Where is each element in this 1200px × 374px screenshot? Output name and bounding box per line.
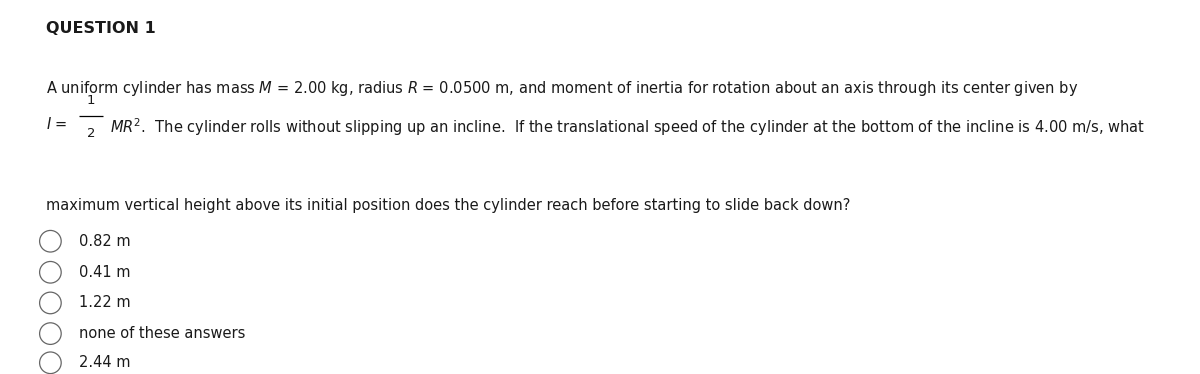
Text: $I$ =: $I$ = <box>46 116 68 132</box>
Text: 0.82 m: 0.82 m <box>79 234 131 249</box>
Text: 0.41 m: 0.41 m <box>79 265 131 280</box>
Text: none of these answers: none of these answers <box>79 326 246 341</box>
Text: A uniform cylinder has mass $M$ = 2.00 kg, radius $R$ = 0.0500 m, and moment of : A uniform cylinder has mass $M$ = 2.00 k… <box>46 79 1078 98</box>
Text: 1: 1 <box>86 94 96 107</box>
Text: 2: 2 <box>86 127 96 140</box>
Text: $MR^2$.  The cylinder rolls without slipping up an incline.  If the translationa: $MR^2$. The cylinder rolls without slipp… <box>110 116 1145 138</box>
Text: 1.22 m: 1.22 m <box>79 295 131 310</box>
Text: maximum vertical height above its initial position does the cylinder reach befor: maximum vertical height above its initia… <box>46 198 850 213</box>
Text: QUESTION 1: QUESTION 1 <box>46 21 155 36</box>
Text: 2.44 m: 2.44 m <box>79 355 131 370</box>
